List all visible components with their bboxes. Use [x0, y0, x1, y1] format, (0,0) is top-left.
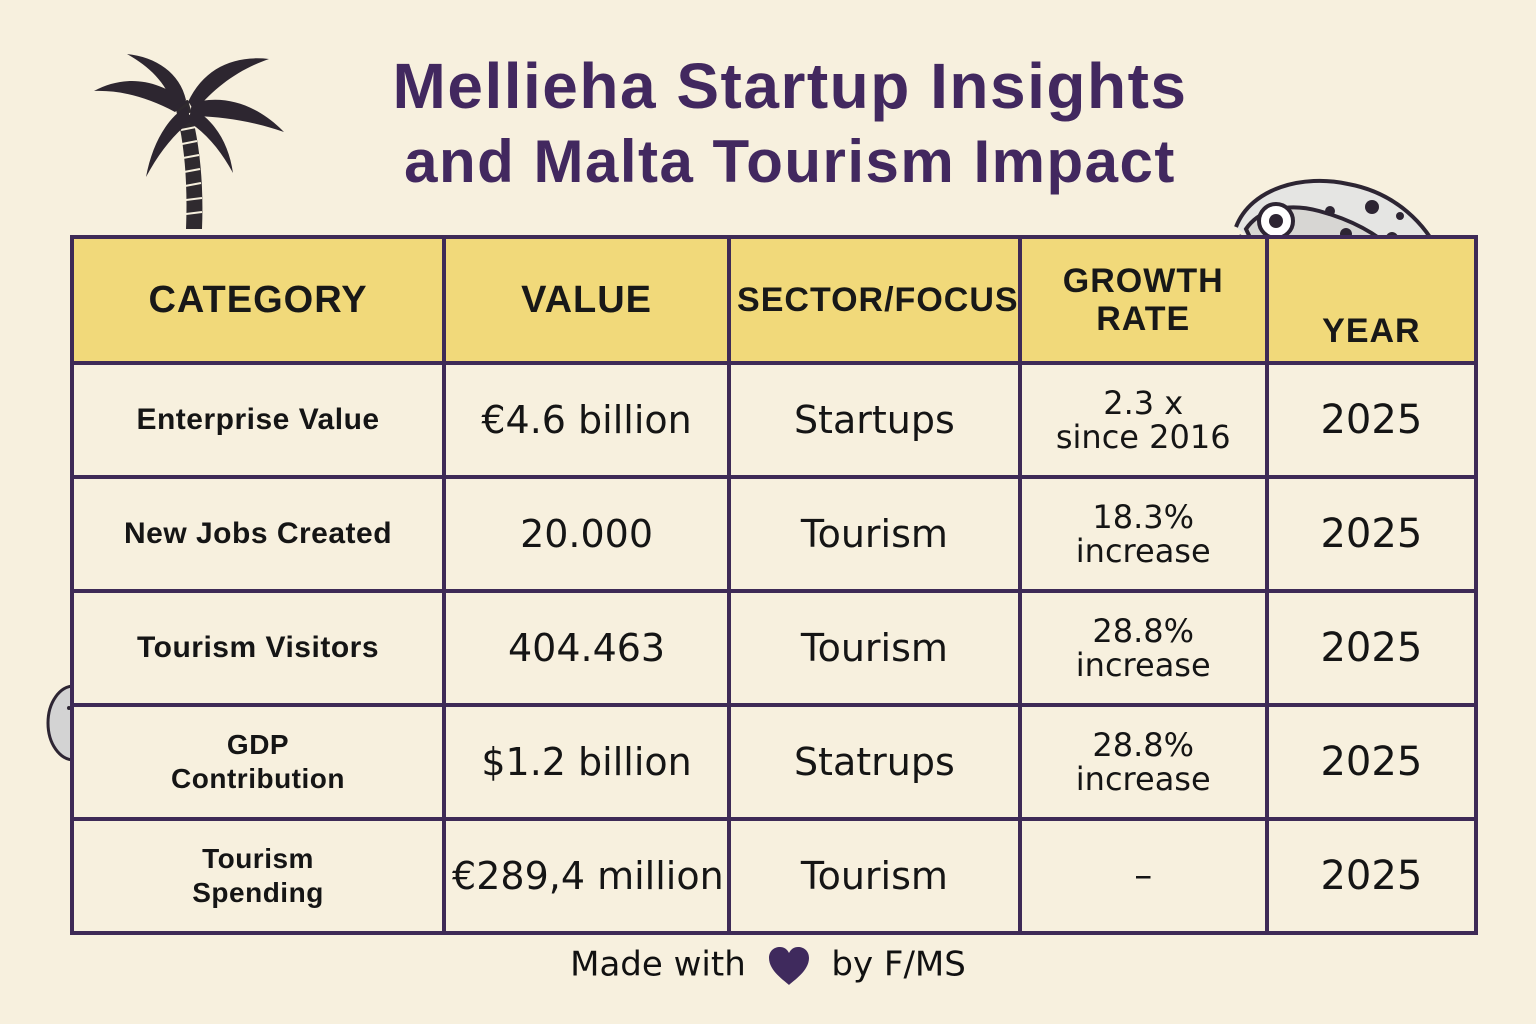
category-line1: GDP — [226, 729, 290, 760]
sector-cell: Tourism — [727, 475, 1022, 593]
year-cell: 2025 — [1264, 817, 1479, 935]
palm-tree-icon — [94, 54, 284, 229]
category-cell: Tourism Visitors — [69, 589, 447, 707]
sector-cell: Statrups — [727, 703, 1022, 821]
category-cell: GDP Contribution — [69, 703, 447, 821]
category-cell: Tourism Spending — [69, 817, 447, 935]
growth-line1: 28.8% — [1092, 726, 1195, 764]
header-category: CATEGORY — [69, 235, 447, 365]
category-line1: Tourism — [202, 843, 314, 874]
growth-line1: 18.3% — [1092, 498, 1195, 536]
header-growth-line2: RATE — [1096, 300, 1191, 338]
growth-line1: 2.3 x — [1103, 384, 1184, 422]
year-cell: 2025 — [1264, 361, 1479, 479]
year-cell: 2025 — [1264, 703, 1479, 821]
sector-cell: Tourism — [727, 817, 1022, 935]
page-title: Mellieha Startup Insights — [392, 50, 1188, 122]
growth-cell: 18.3% increase — [1017, 475, 1269, 593]
header-sector: SECTOR/FOCUS — [727, 235, 1022, 365]
year-cell: 2025 — [1264, 475, 1479, 593]
header-row: CATEGORY VALUE SECTOR/FOCUS GROWTH RATE … — [69, 235, 1479, 365]
footer-made-with: Made with — [570, 944, 746, 985]
page-subtitle: and Malta Tourism Impact — [404, 128, 1176, 195]
category-cell: Enterprise Value — [69, 361, 447, 479]
sector-cell: Tourism — [727, 589, 1022, 707]
table-row: New Jobs Created 20.000 Tourism 18.3% in… — [69, 475, 1479, 593]
category-line2: Spending — [192, 877, 324, 908]
growth-line2: since 2016 — [1055, 418, 1231, 456]
value-cell: €289,4 million — [442, 817, 732, 935]
value-cell: 404.463 — [442, 589, 732, 707]
sector-cell: Startups — [727, 361, 1022, 479]
category-cell: New Jobs Created — [69, 475, 447, 593]
growth-line2: increase — [1075, 646, 1211, 684]
growth-cell: 28.8% increase — [1017, 703, 1269, 821]
heart-icon — [768, 947, 809, 985]
table-row: Enterprise Value €4.6 billion Startups 2… — [69, 361, 1479, 479]
value-cell: €4.6 billion — [442, 361, 732, 479]
insights-table-wrapper: CATEGORY VALUE SECTOR/FOCUS GROWTH RATE … — [69, 235, 1479, 935]
table-row: GDP Contribution $1.2 billion Statrups 2… — [69, 703, 1479, 821]
growth-line2: increase — [1075, 760, 1211, 798]
header-growth-line1: GROWTH — [1062, 262, 1224, 300]
insights-table: CATEGORY VALUE SECTOR/FOCUS GROWTH RATE … — [69, 235, 1479, 935]
growth-cell: – — [1017, 817, 1269, 935]
table-row: Tourism Visitors 404.463 Tourism 28.8% i… — [69, 589, 1479, 707]
growth-cell: 2.3 x since 2016 — [1017, 361, 1269, 479]
footer: Made with by F/MS — [0, 944, 1536, 988]
footer-by: by F/MS — [831, 944, 966, 985]
year-cell: 2025 — [1264, 589, 1479, 707]
value-cell: 20.000 — [442, 475, 732, 593]
growth-line1: 28.8% — [1092, 612, 1195, 650]
category-line2: Contribution — [171, 763, 345, 794]
table-row: Tourism Spending €289,4 million Tourism … — [69, 817, 1479, 935]
growth-line2: increase — [1075, 532, 1211, 570]
header-year: YEAR — [1264, 235, 1479, 365]
value-cell: $1.2 billion — [442, 703, 732, 821]
growth-cell: 28.8% increase — [1017, 589, 1269, 707]
header-value: VALUE — [442, 235, 732, 365]
header-growth-rate: GROWTH RATE — [1017, 235, 1269, 365]
